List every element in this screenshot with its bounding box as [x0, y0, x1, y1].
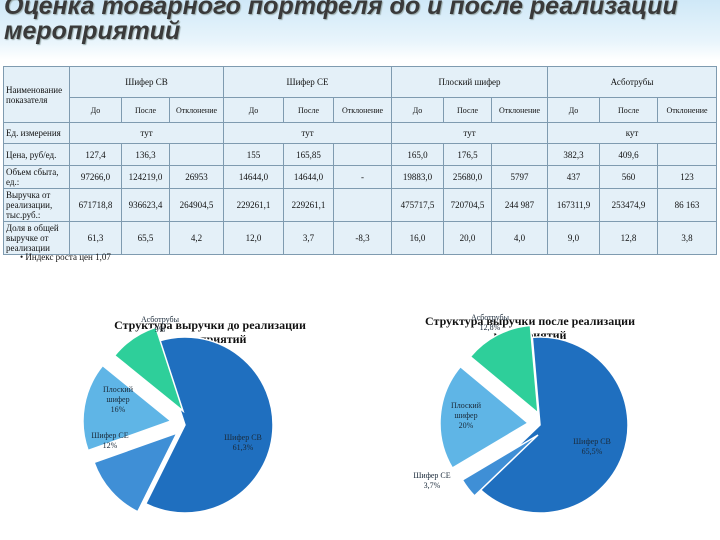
table-cell: 65,5	[121, 221, 170, 255]
table-cell: 671718,8	[69, 188, 122, 222]
table-cell: 4,2	[169, 221, 224, 255]
slice-label-ploskiy-shifer: Плоский шифер 16%	[103, 385, 134, 414]
table-cell: 475717,5	[391, 188, 445, 222]
price-index-note: • Индекс роста цен 1,07	[20, 252, 111, 262]
row-label: Выручка от реализации, тыс.руб.:	[3, 188, 70, 222]
table-cell: 264904,5	[169, 188, 224, 222]
header-background	[0, 0, 720, 60]
subheader-deviation: Отклонение	[169, 97, 224, 123]
slice-label-shifer-se: Шифер СЕ 12%	[91, 431, 128, 450]
portfolio-table: Наименование показателя Шифер СВ Шифер С…	[3, 66, 718, 255]
table-cell	[332, 188, 393, 222]
pie-slice-asbotruby	[469, 324, 539, 415]
table-cell: 720704,5	[443, 188, 493, 222]
table-cell: 3,7	[283, 221, 334, 255]
pie-slice-shifer-se	[461, 434, 539, 497]
table-cell: -8,3	[332, 221, 393, 255]
table-cell: 4,0	[491, 221, 549, 255]
slice-value-shifer-se: 12%	[103, 441, 118, 450]
table-cell: 3,8	[657, 221, 718, 255]
row-label: Доля в общей выручке от реализации	[3, 221, 70, 255]
table-cell: 26953	[169, 165, 224, 189]
table-cell: 167311,9	[547, 188, 601, 222]
product-header: Плоский шифер	[391, 66, 549, 98]
table-cell: 12,0	[223, 221, 284, 255]
pie-slice-shifer-sv	[475, 336, 629, 514]
table-cell: 123	[657, 165, 718, 189]
slice-value-shifer-se: 3,7%	[424, 481, 441, 490]
table-cell: 124219,0	[121, 165, 170, 189]
slice-value-ploskiy-shifer: 20%	[459, 421, 474, 430]
pie-slice-shifer-se	[93, 431, 179, 513]
slice-label-asbotruby: Асботрубы 9%	[141, 315, 180, 334]
slice-value-shifer-sv: 65,5%	[582, 447, 603, 456]
table-cell: 229261,1	[223, 188, 284, 222]
slice-value-asbotruby: 9%	[155, 325, 166, 334]
pie-slice-shifer-sv	[144, 336, 274, 514]
slice-label-asbotruby: Асботрубы 12,8%	[471, 313, 510, 332]
table-row: Доля в общей выручке от реализации 61,3 …	[3, 221, 718, 255]
row-label: Объем сбыта, ед.:	[3, 165, 70, 189]
subheader-after: После	[121, 97, 170, 123]
table-cell: -	[332, 165, 393, 189]
slice-label-shifer-se: Шифер СЕ 3,7%	[413, 471, 450, 490]
table-cell: 229261,1	[283, 188, 334, 222]
pie-slice-asbotruby	[113, 326, 185, 414]
page-title: Оценка товарного портфеля до и после реа…	[4, 0, 678, 45]
table-cell: 12,8	[599, 221, 659, 255]
pie-slice-ploskiy-shifer	[82, 364, 173, 452]
slice-value-ploskiy-shifer: 16%	[111, 405, 126, 414]
table-cell: 20,0	[443, 221, 493, 255]
slice-label-ploskiy-shifer: Плоский шифер 20%	[451, 401, 482, 430]
pie-slice-ploskiy-shifer	[439, 365, 530, 470]
table-row: Объем сбыта, ед.: 97266,0 124219,0 26953…	[3, 165, 718, 189]
slice-label-shifer-sv: Шифер СВ 61,3%	[224, 433, 262, 452]
table-cell: 253474,9	[599, 188, 659, 222]
subheader-deviation: Отклонение	[332, 97, 393, 123]
slice-value-asbotruby: 12,8%	[480, 323, 501, 332]
table-cell: 19883,0	[391, 165, 445, 189]
slice-label-shifer-sv: Шифер СВ 65,5%	[573, 437, 611, 456]
subheader-before: До	[69, 97, 122, 123]
table-row: Цена, руб/ед. 127,4 136,3 155 165,85 165…	[3, 143, 718, 166]
subheader-after: После	[443, 97, 493, 123]
slice-value-shifer-sv: 61,3%	[233, 443, 254, 452]
